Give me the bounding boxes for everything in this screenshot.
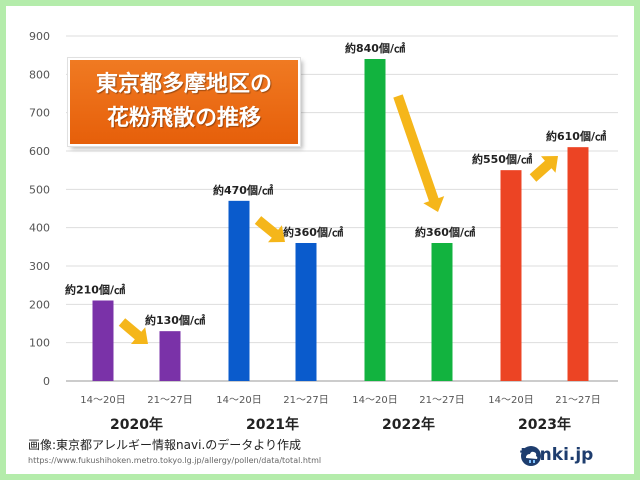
chart-title-line1: 東京都多摩地区の (95, 72, 272, 97)
bar (295, 243, 317, 381)
bar (431, 243, 453, 381)
bar-value-label: 約550個/㎠ (472, 152, 532, 166)
bar (92, 300, 114, 381)
y-tick-label: 100 (29, 337, 50, 350)
bar-value-label: 約130個/㎠ (145, 313, 205, 327)
period-tick-label: 14～20日 (488, 395, 533, 406)
bar (500, 170, 522, 381)
source-url: https://www.fukushihoken.metro.tokyo.lg.… (28, 456, 322, 465)
year-label: 2022年 (382, 416, 435, 433)
period-tick-label: 14～20日 (80, 395, 125, 406)
y-tick-label: 800 (29, 68, 50, 81)
trend-arrow (254, 216, 285, 243)
chart-title-line2: 花粉飛散の推移 (106, 106, 261, 131)
bar (567, 147, 589, 381)
year-label: 2023年 (518, 416, 571, 433)
period-tick-label: 14～20日 (352, 395, 397, 406)
tenki-logo: tenki.jp (520, 445, 593, 466)
y-tick-label: 700 (29, 107, 50, 120)
year-label: 2021年 (246, 416, 299, 433)
period-tick-label: 14～20日 (216, 395, 261, 406)
y-tick-label: 200 (29, 298, 50, 311)
period-tick-label: 21～27日 (419, 395, 464, 406)
bar-value-label: 約610個/㎠ (546, 129, 606, 143)
period-tick-label: 21～27日 (147, 395, 192, 406)
bar (364, 59, 386, 381)
bar-value-label: 約210個/㎠ (65, 283, 125, 297)
period-tick-label: 21～27日 (555, 395, 600, 406)
bar-value-label: 約360個/㎠ (415, 225, 475, 239)
trend-arrow (118, 318, 148, 344)
tenki-jp-logo-icon (521, 446, 541, 466)
bar-value-label: 約840個/㎠ (345, 41, 405, 55)
bar (159, 331, 181, 381)
bar-value-label: 約360個/㎠ (283, 225, 343, 239)
trend-arrow (393, 94, 445, 212)
period-tick-label: 21～27日 (283, 395, 328, 406)
bar-value-label: 約470個/㎠ (213, 183, 273, 197)
y-tick-label: 600 (29, 145, 50, 158)
y-tick-label: 0 (43, 375, 50, 388)
y-tick-label: 300 (29, 260, 50, 273)
source-caption: 画像:東京都アレルギー情報navi.のデータより作成 (28, 438, 302, 452)
chart-title-box: 東京都多摩地区の 花粉飛散の推移 (68, 58, 300, 146)
bar (228, 200, 250, 381)
y-tick-label: 900 (29, 30, 50, 43)
trend-arrow (529, 156, 558, 182)
y-tick-label: 500 (29, 183, 50, 196)
y-tick-label: 400 (29, 222, 50, 235)
year-label: 2020年 (110, 416, 163, 433)
